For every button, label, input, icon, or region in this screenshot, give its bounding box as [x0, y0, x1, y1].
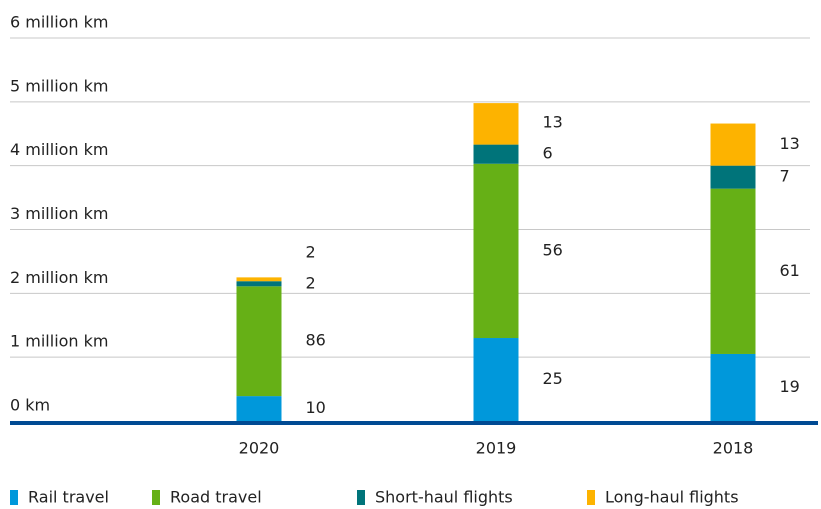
bar-segment [473, 338, 519, 421]
bar-segment [236, 277, 282, 282]
bar-segment [473, 144, 519, 164]
legend-swatch [152, 490, 160, 505]
share-label: 25 [543, 369, 563, 388]
y-tick-label: 3 million km [10, 204, 109, 223]
share-label: 6 [543, 144, 553, 163]
y-tick-label: 2 million km [10, 268, 109, 287]
share-label: 13 [543, 113, 563, 132]
share-label: 19 [780, 377, 800, 396]
share-label: 13 [780, 134, 800, 153]
share-label: 61 [780, 261, 800, 280]
bar-segment [236, 281, 282, 287]
bar-segment [710, 188, 756, 354]
share-label: 56 [543, 240, 563, 259]
x-tick-label: 2019 [476, 439, 517, 458]
legend-label: Road travel [170, 488, 262, 507]
bar-segment [710, 353, 756, 421]
y-tick-label: 1 million km [10, 332, 109, 351]
legend-swatch [587, 490, 595, 505]
x-tick-label: 2018 [713, 439, 754, 458]
bar-segment [236, 286, 282, 397]
y-tick-label: 5 million km [10, 76, 109, 95]
y-tick-label: 6 million km [10, 13, 109, 32]
legend-swatch [357, 490, 365, 505]
legend-label: Rail travel [28, 488, 109, 507]
legend-label: Short-haul flights [375, 488, 513, 507]
legend-swatch [10, 490, 18, 505]
legend-label: Long-haul flights [605, 488, 739, 507]
bar-segment [473, 163, 519, 339]
share-label: 2 [306, 242, 316, 261]
share-label: 10 [306, 398, 326, 417]
y-tick-label: 4 million km [10, 140, 109, 159]
bar-segment [236, 396, 282, 421]
share-label: 86 [306, 331, 326, 350]
bar-segment [710, 165, 756, 189]
share-label: 7 [780, 167, 790, 186]
x-tick-label: 2020 [239, 439, 280, 458]
bar-segment [710, 123, 756, 166]
bar-segment [473, 103, 519, 145]
y-tick-label: 0 km [10, 396, 50, 415]
share-label: 2 [306, 273, 316, 292]
